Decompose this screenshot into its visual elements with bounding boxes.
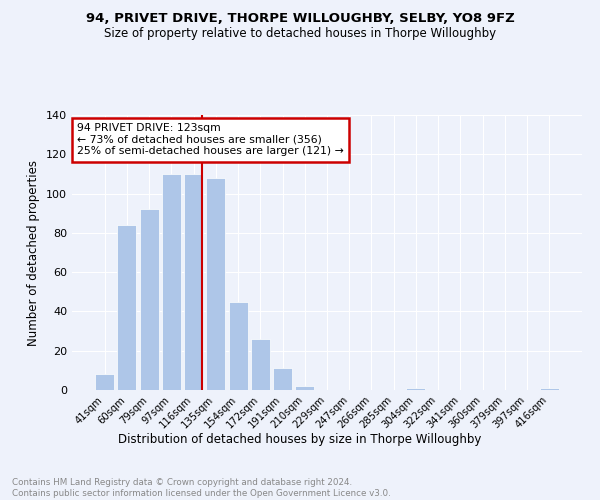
Bar bbox=[162, 174, 181, 390]
Bar bbox=[95, 374, 114, 390]
Bar bbox=[118, 225, 136, 390]
Bar bbox=[229, 302, 248, 390]
Bar bbox=[206, 178, 225, 390]
Bar bbox=[273, 368, 292, 390]
Text: 94, PRIVET DRIVE, THORPE WILLOUGHBY, SELBY, YO8 9FZ: 94, PRIVET DRIVE, THORPE WILLOUGHBY, SEL… bbox=[86, 12, 514, 26]
Bar bbox=[140, 210, 158, 390]
Text: Contains HM Land Registry data © Crown copyright and database right 2024.
Contai: Contains HM Land Registry data © Crown c… bbox=[12, 478, 391, 498]
Text: 94 PRIVET DRIVE: 123sqm
← 73% of detached houses are smaller (356)
25% of semi-d: 94 PRIVET DRIVE: 123sqm ← 73% of detache… bbox=[77, 123, 344, 156]
Bar bbox=[540, 388, 559, 390]
Text: Distribution of detached houses by size in Thorpe Willoughby: Distribution of detached houses by size … bbox=[118, 432, 482, 446]
Bar bbox=[184, 174, 203, 390]
Y-axis label: Number of detached properties: Number of detached properties bbox=[28, 160, 40, 346]
Bar bbox=[406, 388, 425, 390]
Bar bbox=[251, 339, 270, 390]
Text: Size of property relative to detached houses in Thorpe Willoughby: Size of property relative to detached ho… bbox=[104, 28, 496, 40]
Bar bbox=[295, 386, 314, 390]
